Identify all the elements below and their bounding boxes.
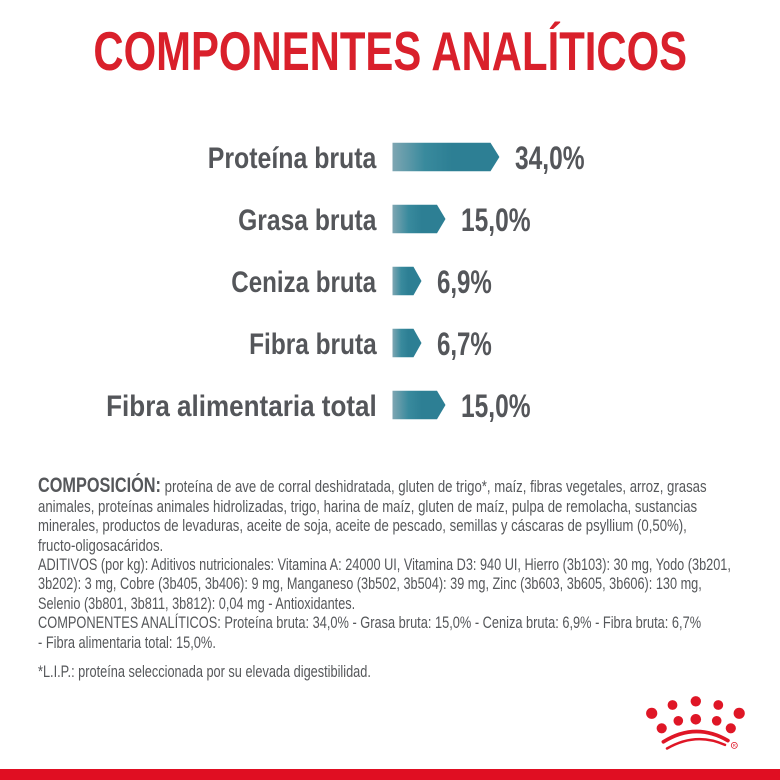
svg-text:R: R xyxy=(733,743,736,748)
